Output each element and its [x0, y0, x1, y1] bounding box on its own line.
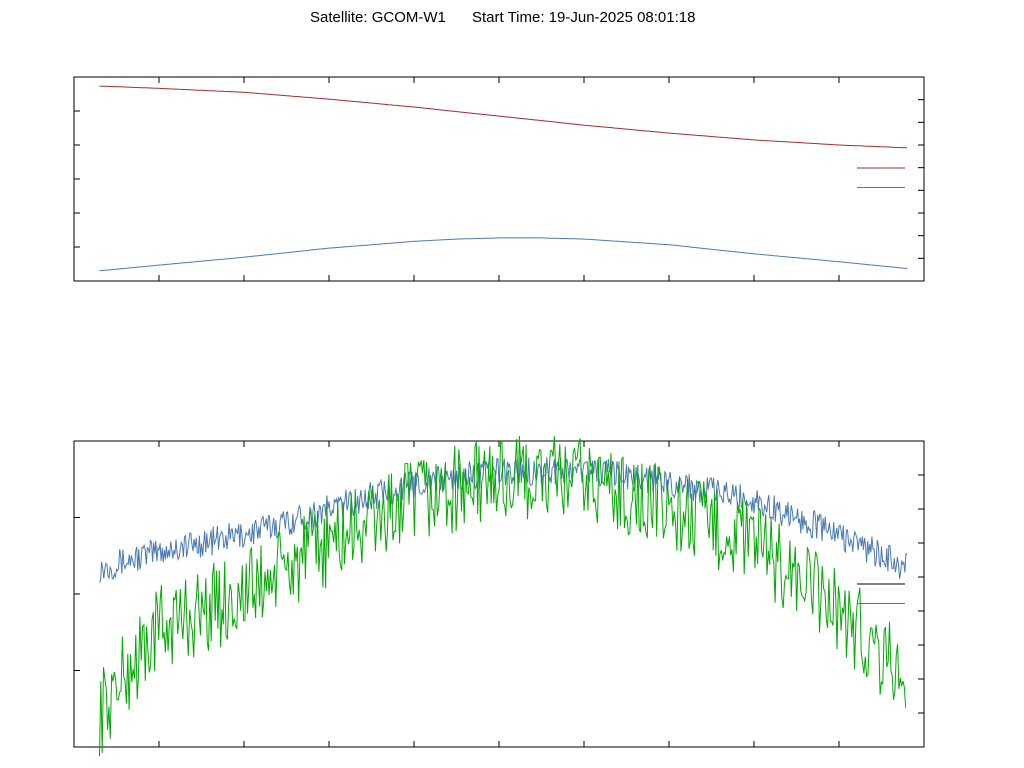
position-chart — [73, 76, 925, 282]
unlabeled-series-line — [99, 435, 907, 757]
receive-signal-chart — [73, 435, 925, 757]
ebno-series-line — [99, 457, 908, 583]
elevation-series-line — [99, 237, 908, 272]
start-time-label: Start Time: 19-Jun-2025 08:01:18 — [472, 9, 695, 26]
plot-frame — [73, 76, 925, 282]
azimuth-series-line — [99, 85, 908, 149]
satellite-label: Satellite: GCOM-W1 — [310, 9, 446, 26]
